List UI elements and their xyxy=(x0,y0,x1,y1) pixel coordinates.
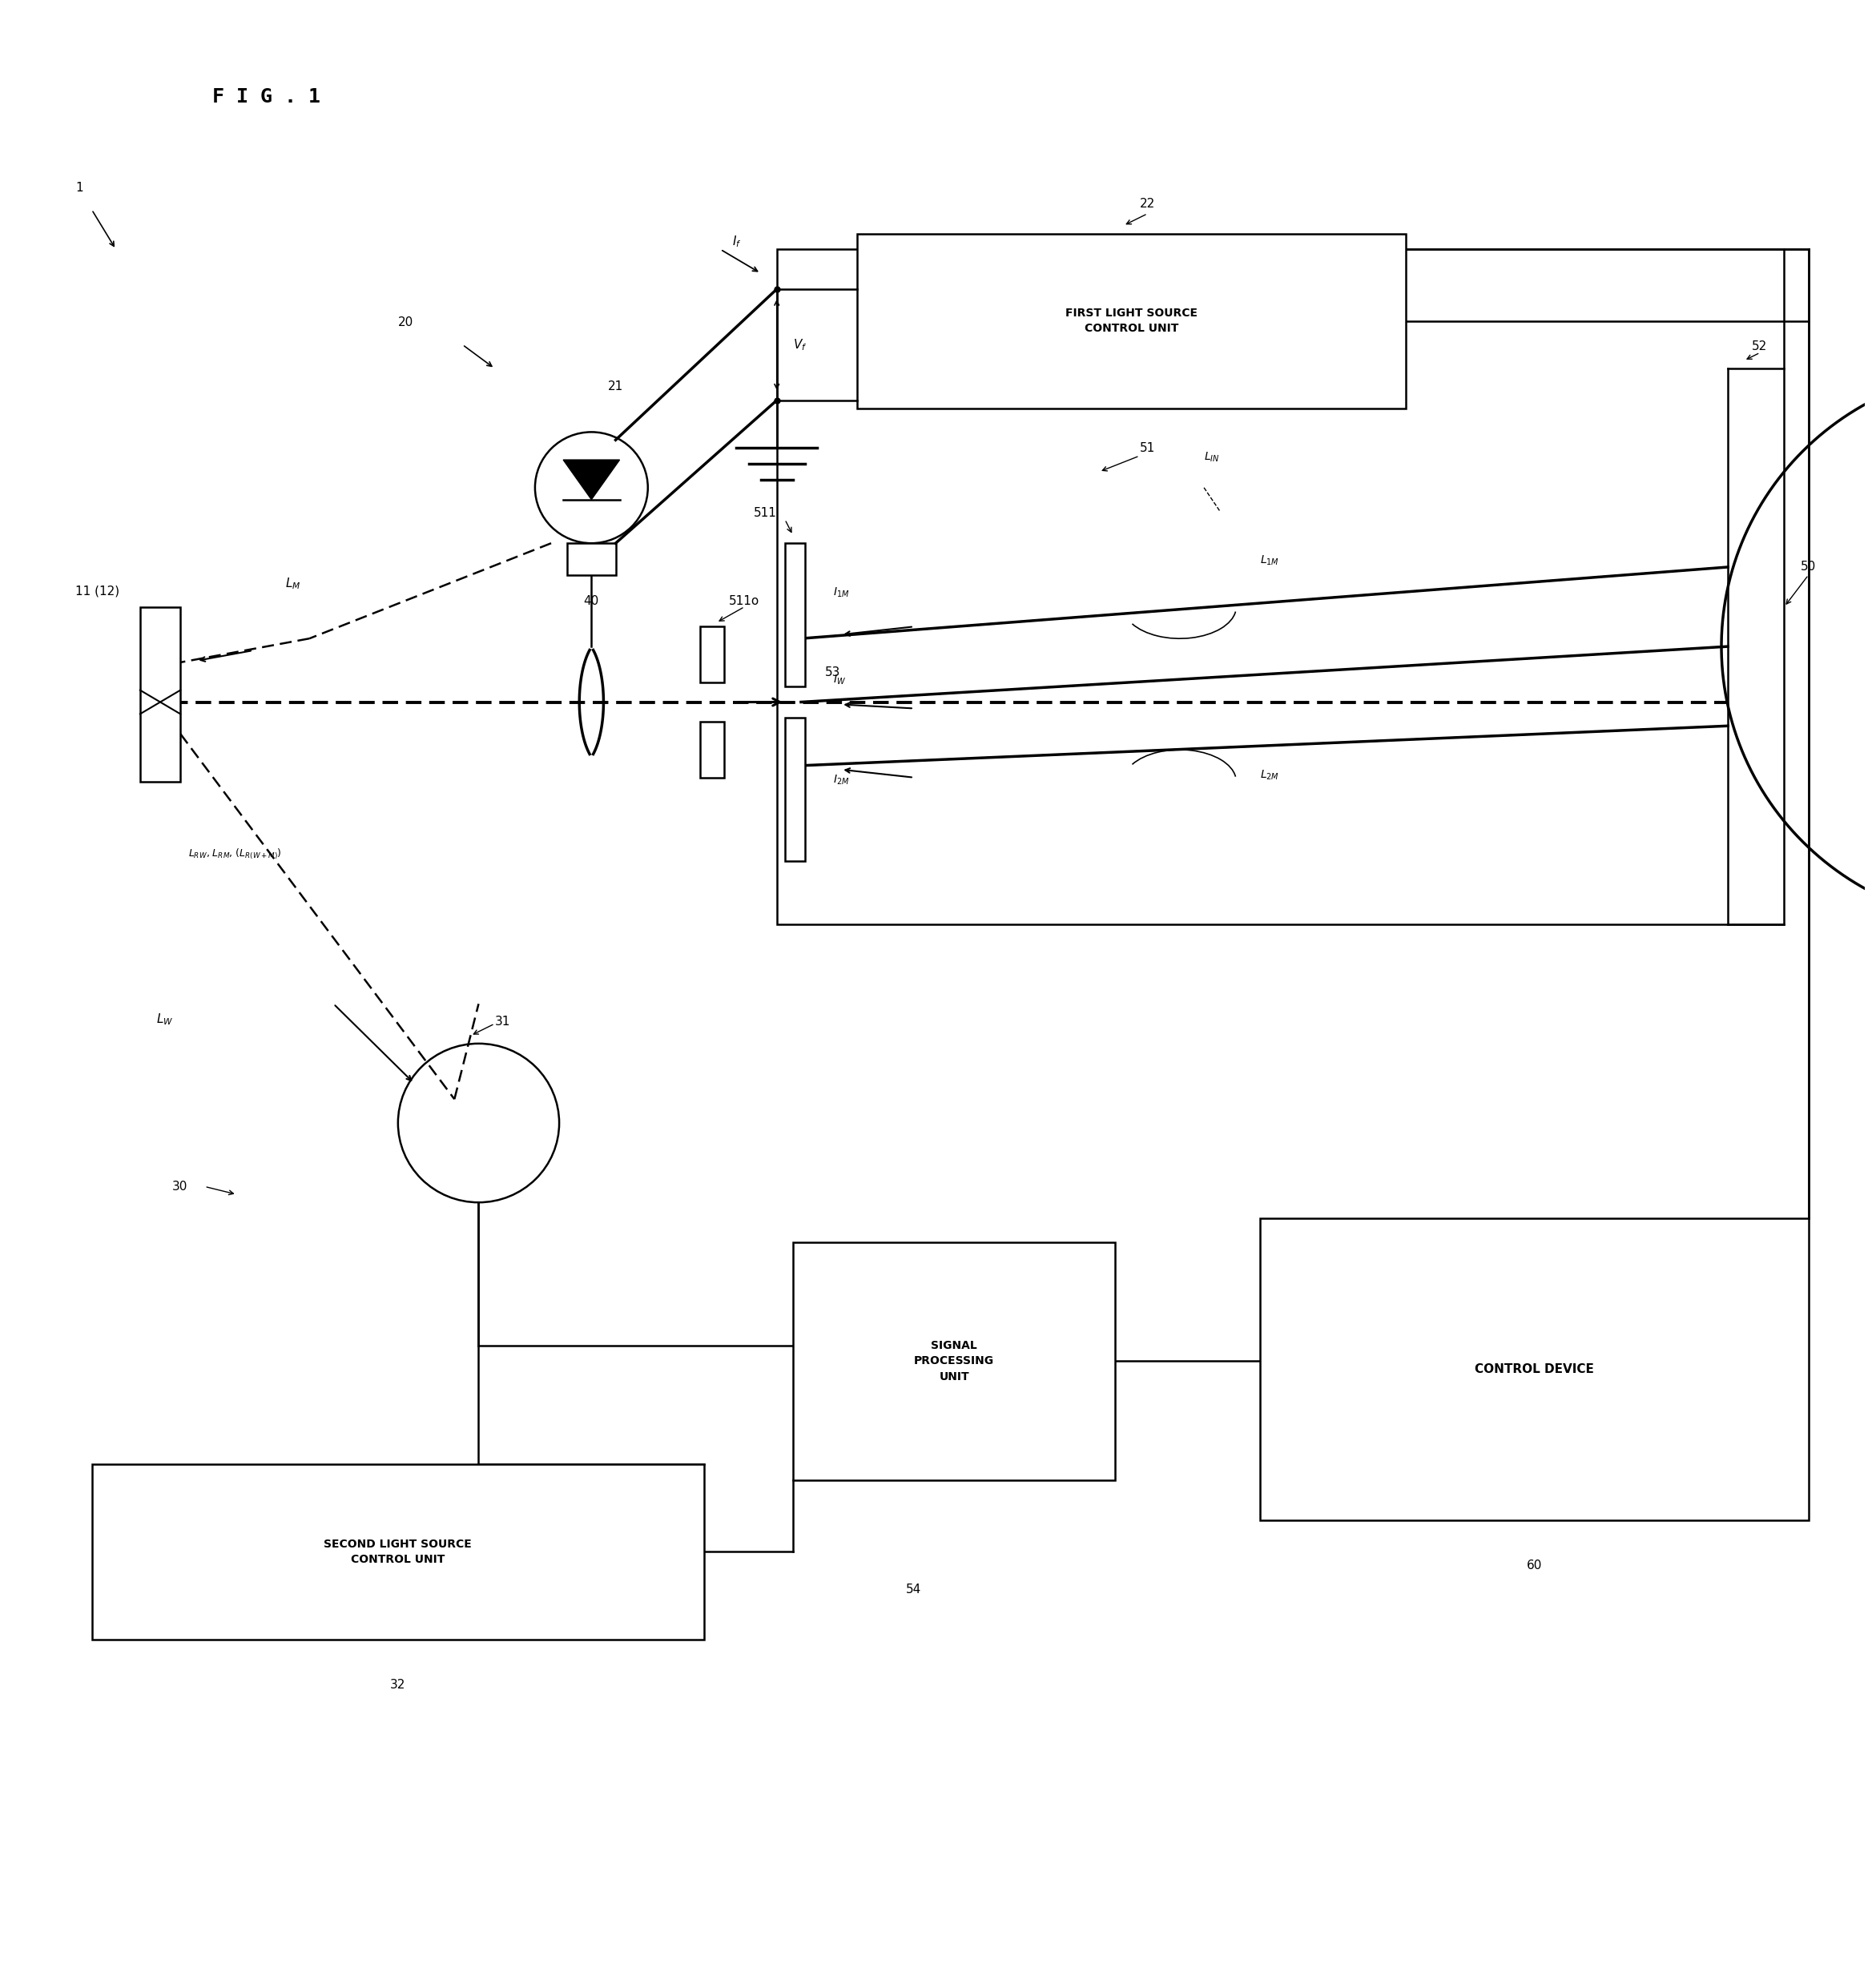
Text: SIGNAL
PROCESSING
UNIT: SIGNAL PROCESSING UNIT xyxy=(914,1340,994,1382)
Text: SECOND LIGHT SOURCE
CONTROL UNIT: SECOND LIGHT SOURCE CONTROL UNIT xyxy=(325,1539,473,1565)
Text: 54: 54 xyxy=(906,1584,921,1596)
Text: 21: 21 xyxy=(608,380,623,392)
Text: $L_W$: $L_W$ xyxy=(156,1012,173,1027)
Text: $I_f$: $I_f$ xyxy=(732,234,741,250)
Text: 30: 30 xyxy=(173,1181,188,1193)
Bar xyxy=(92,1464,704,1639)
Text: $L_{2M}$: $L_{2M}$ xyxy=(1261,768,1279,781)
Text: $I_W$: $I_W$ xyxy=(833,673,846,687)
Bar xyxy=(794,1242,1116,1480)
Text: 53: 53 xyxy=(825,667,840,679)
Text: 511: 511 xyxy=(754,508,777,520)
Text: $L_{RW}$, $L_{RM}$, ($L_{R(W+M)}$): $L_{RW}$, $L_{RM}$, ($L_{R(W+M)}$) xyxy=(188,846,281,860)
Text: 22: 22 xyxy=(1139,197,1156,211)
Bar xyxy=(141,606,180,781)
Text: F I G . 1: F I G . 1 xyxy=(212,87,321,106)
Text: $L_{IN}$: $L_{IN}$ xyxy=(1204,451,1219,464)
Bar xyxy=(777,250,1784,925)
Text: 1: 1 xyxy=(75,181,83,193)
Text: 32: 32 xyxy=(390,1679,405,1691)
Text: $V_f$: $V_f$ xyxy=(794,337,807,352)
Bar xyxy=(567,543,615,575)
Text: 11 (12): 11 (12) xyxy=(75,584,120,596)
Text: CONTROL DEVICE: CONTROL DEVICE xyxy=(1475,1364,1595,1376)
Text: 20: 20 xyxy=(398,317,413,329)
Bar xyxy=(784,543,805,687)
Text: 50: 50 xyxy=(1801,561,1816,573)
Text: FIRST LIGHT SOURCE
CONTROL UNIT: FIRST LIGHT SOURCE CONTROL UNIT xyxy=(1066,307,1197,335)
Text: 31: 31 xyxy=(495,1015,510,1027)
Polygon shape xyxy=(563,461,619,500)
Text: 40: 40 xyxy=(583,594,598,606)
Bar xyxy=(784,718,805,860)
Text: $L_M$: $L_M$ xyxy=(285,577,300,590)
Text: 511o: 511o xyxy=(728,594,760,606)
Text: 52: 52 xyxy=(1752,340,1767,352)
Text: 60: 60 xyxy=(1527,1561,1542,1572)
Bar xyxy=(700,722,724,777)
Text: $I_{1M}$: $I_{1M}$ xyxy=(833,586,850,598)
Bar xyxy=(1261,1218,1808,1519)
Bar xyxy=(857,234,1405,407)
Bar xyxy=(700,626,724,683)
Text: $L_{1M}$: $L_{1M}$ xyxy=(1261,553,1279,567)
Text: $I_{2M}$: $I_{2M}$ xyxy=(833,773,850,787)
Text: 51: 51 xyxy=(1139,443,1156,455)
